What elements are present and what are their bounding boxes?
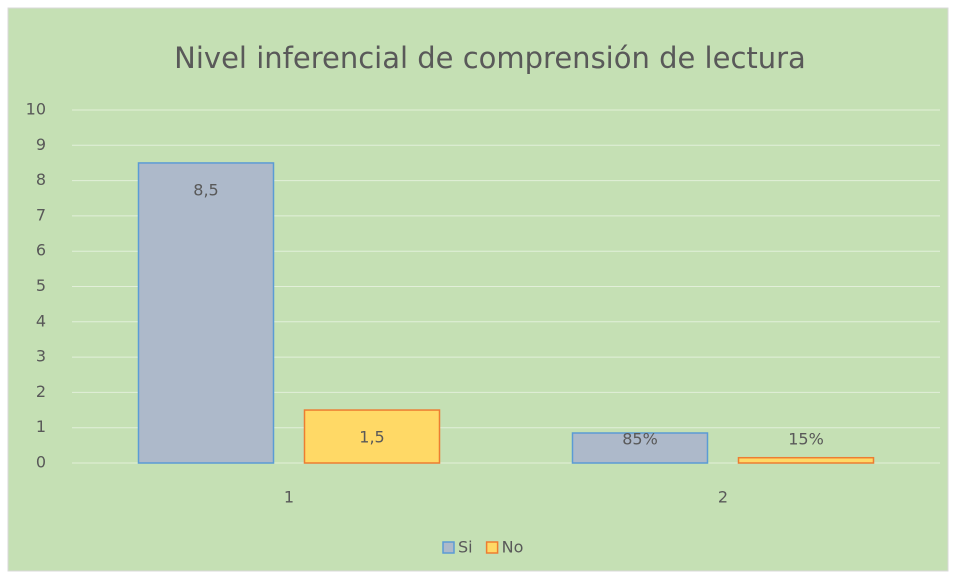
y-tick-label: 1 [36,417,46,436]
bar [303,409,441,464]
y-tick-label: 7 [36,205,46,224]
bar [737,456,875,464]
legend-label: No [502,538,524,557]
chart-title: Nivel inferencial de comprensión de lect… [174,41,806,75]
x-tick-label: 2 [718,488,728,507]
y-tick-label: 5 [36,276,46,295]
bar [571,432,709,464]
y-tick-label: 0 [36,453,46,472]
legend-swatch [442,541,455,554]
bar [137,162,275,464]
legend-swatch [485,541,499,554]
x-tick-label: 1 [284,488,294,507]
y-tick-label: 3 [36,347,46,366]
legend-label: Si [458,538,473,557]
y-tick-label: 10 [26,100,46,119]
y-tick-label: 9 [36,135,46,154]
value-label: 85% [622,430,658,449]
y-tick-label: 2 [36,382,46,401]
value-label: 1,5 [359,428,384,447]
y-tick-label: 4 [36,311,46,330]
y-tick-label: 8 [36,170,46,189]
value-label: 8,5 [193,180,218,199]
y-tick-label: 6 [36,241,46,260]
value-label: 15% [788,430,824,449]
